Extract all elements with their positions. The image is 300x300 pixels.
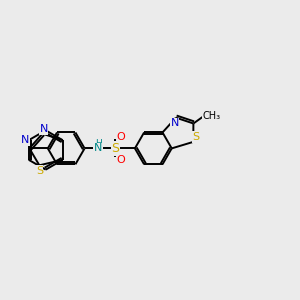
Text: O: O	[116, 155, 125, 165]
Text: H: H	[95, 140, 102, 148]
Text: S: S	[36, 166, 43, 176]
Text: O: O	[116, 132, 125, 142]
Text: CH₃: CH₃	[202, 111, 220, 121]
Text: N: N	[94, 143, 102, 153]
Text: N: N	[170, 118, 179, 128]
Text: S: S	[192, 132, 199, 142]
Text: N: N	[21, 135, 29, 145]
Text: N: N	[40, 124, 48, 134]
Text: S: S	[111, 142, 119, 155]
